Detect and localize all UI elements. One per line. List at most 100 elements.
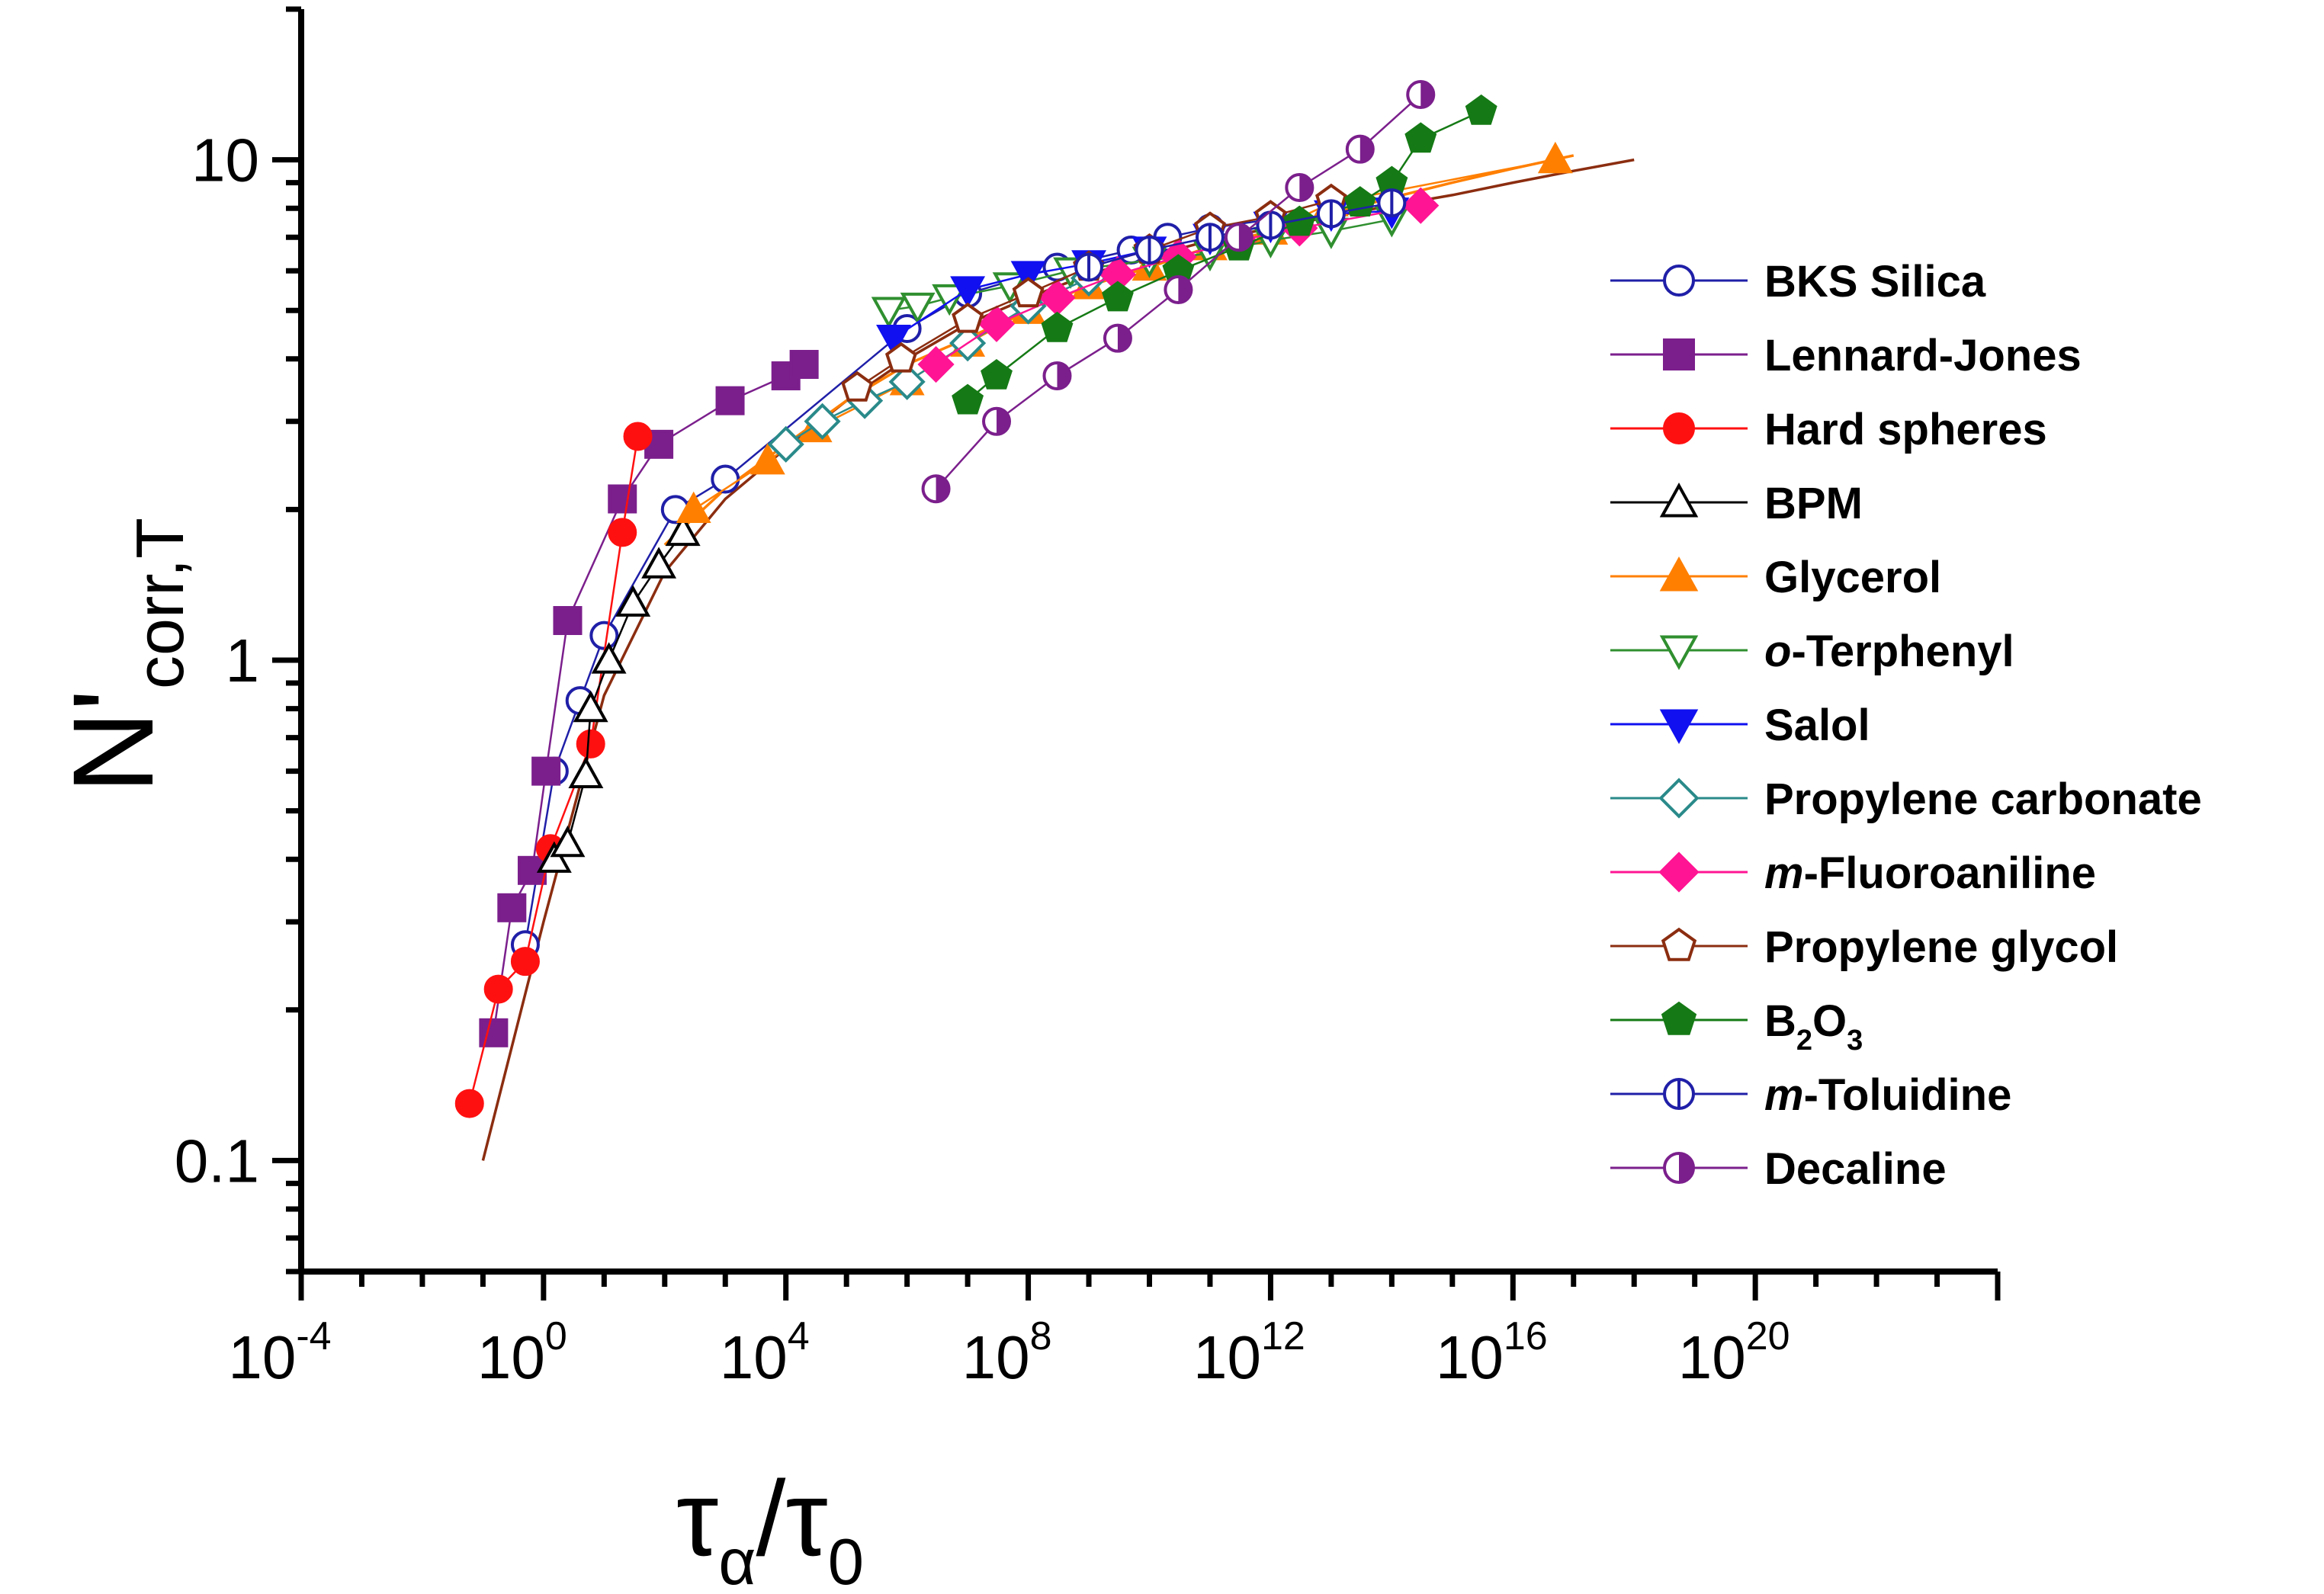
legend-label: m-Fluoroaniline <box>1764 848 2096 898</box>
legend-item: Lennard-Jones <box>1610 331 2082 380</box>
series-b2o3 <box>952 94 1497 415</box>
x-tick-label: 108 <box>962 1314 1052 1391</box>
data-point <box>767 425 804 463</box>
legend-label: Propylene carbonate <box>1764 775 2202 824</box>
legend-item: m-Toluidine <box>1610 1070 2011 1120</box>
legend-marker <box>1658 852 1700 893</box>
data-point <box>1285 173 1314 203</box>
data-point <box>576 729 605 759</box>
data-point <box>888 363 926 400</box>
x-tick-label: 100 <box>477 1314 567 1391</box>
data-point <box>876 324 911 357</box>
data-point <box>676 491 711 524</box>
x-tick-label: 104 <box>720 1314 810 1391</box>
data-point <box>550 825 586 858</box>
data-point <box>804 403 841 440</box>
legend-marker <box>1661 1001 1697 1035</box>
data-point <box>665 514 701 547</box>
data-point <box>1406 80 1436 110</box>
data-point <box>536 841 572 873</box>
data-point <box>982 406 1012 436</box>
data-point <box>510 947 540 977</box>
data-point <box>1010 261 1046 293</box>
plot-area <box>454 80 1635 1161</box>
data-point <box>917 345 955 383</box>
data-point <box>871 297 907 329</box>
series-decaline <box>921 80 1436 504</box>
legend-label: Lennard-Jones <box>1764 331 2082 380</box>
axes: 10-4 100 104 108 1012 1016 1020 0.1 1 10 <box>175 6 2001 1391</box>
data-point <box>1537 141 1573 174</box>
legend-item: Propylene glycol <box>1610 922 2118 972</box>
legend-item: BKS Silica <box>1610 257 1986 306</box>
data-point <box>531 756 561 786</box>
data-point <box>981 359 1013 390</box>
data-point <box>573 690 608 723</box>
data-point <box>1345 134 1375 164</box>
data-point <box>608 484 637 514</box>
legend-item: Decaline <box>1610 1144 1947 1194</box>
data-point <box>952 383 984 415</box>
legend-label: B2O3 <box>1764 996 1863 1057</box>
legend-label: Hard spheres <box>1764 405 2047 454</box>
data-point <box>608 518 637 547</box>
x-axis-title: τα/τ0 <box>676 1458 864 1594</box>
data-point <box>454 1089 484 1118</box>
data-point <box>715 386 745 415</box>
data-point <box>641 547 677 579</box>
legend-item: o-Terphenyl <box>1610 627 2014 676</box>
x-tick-label: 1016 <box>1436 1314 1548 1391</box>
legend-label: Salol <box>1764 701 1870 750</box>
legend-label: o-Terphenyl <box>1764 627 2014 676</box>
data-point <box>900 292 936 325</box>
data-point <box>750 443 785 475</box>
data-point <box>1402 187 1440 224</box>
series-bpm <box>536 514 701 873</box>
axis-titles: τα/τ0 N'corr,T <box>49 518 864 1594</box>
data-point <box>1404 122 1437 153</box>
y-tick-label: 1 <box>226 627 260 694</box>
legend-marker <box>1659 556 1699 592</box>
y-axis-title: N'corr,T <box>49 518 197 794</box>
legend-item: Propylene carbonate <box>1610 775 2202 824</box>
data-point <box>589 621 619 650</box>
legend-marker <box>1663 338 1695 370</box>
legend-item: Hard spheres <box>1610 405 2047 454</box>
legend-marker <box>1659 483 1699 518</box>
data-point <box>1041 311 1074 342</box>
data-point <box>623 422 653 451</box>
data-point <box>952 302 984 333</box>
legend-label: Decaline <box>1764 1144 1947 1194</box>
data-point <box>1042 361 1072 391</box>
legend-marker <box>1663 412 1695 444</box>
legend-item: B2O3 <box>1610 996 1863 1057</box>
data-point <box>921 474 951 504</box>
legend-marker <box>1658 778 1700 819</box>
legend-label: BKS Silica <box>1764 257 1986 306</box>
y-tick-label: 10 <box>191 127 259 194</box>
data-point <box>591 642 627 674</box>
data-point <box>1012 277 1045 308</box>
legend-item: Salol <box>1610 701 1870 750</box>
data-point <box>568 756 604 789</box>
legend-label: Propylene glycol <box>1764 922 2118 972</box>
legend-marker <box>1663 1152 1695 1184</box>
data-point <box>841 370 874 402</box>
data-point <box>950 276 986 308</box>
y-tick-label: 0.1 <box>175 1127 259 1195</box>
legend: BKS Silica Lennard-Jones Hard spheres BPM Gl… <box>1610 257 2202 1194</box>
data-point <box>1224 223 1253 252</box>
x-tick-label: 10-4 <box>228 1314 331 1391</box>
data-point <box>1465 94 1497 125</box>
legend-label: BPM <box>1764 479 1863 528</box>
x-tick-label: 1012 <box>1193 1314 1305 1391</box>
data-point <box>1283 205 1316 236</box>
x-tick-label: 1020 <box>1678 1314 1790 1391</box>
legend-marker <box>1659 709 1699 744</box>
data-point <box>789 350 819 380</box>
legend-label: m-Toluidine <box>1764 1070 2011 1120</box>
data-point <box>932 284 968 316</box>
data-point <box>884 342 917 373</box>
legend-item: BPM <box>1610 479 1863 528</box>
